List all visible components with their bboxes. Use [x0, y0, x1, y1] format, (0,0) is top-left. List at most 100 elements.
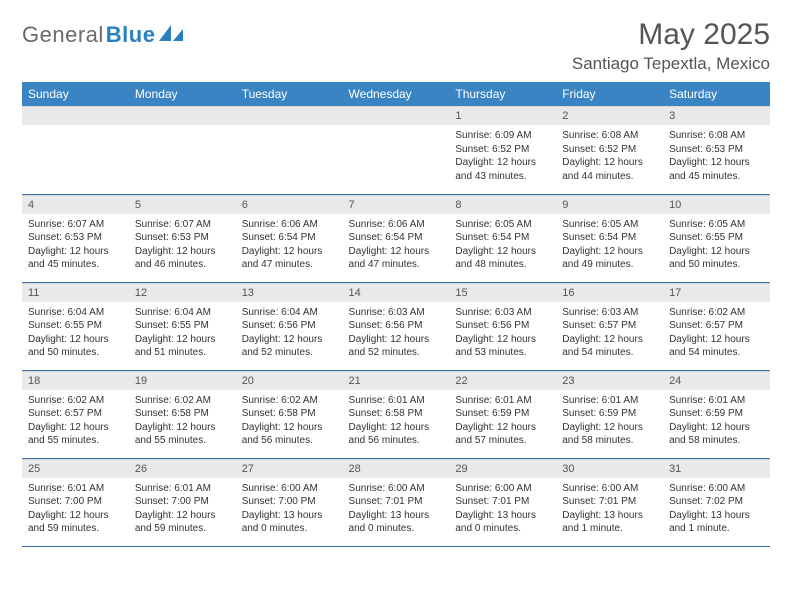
calendar-cell: 30Sunrise: 6:00 AMSunset: 7:01 PMDayligh… [556, 458, 663, 546]
day-content: Sunrise: 6:06 AMSunset: 6:54 PMDaylight:… [236, 214, 343, 278]
day-number: 2 [556, 106, 663, 125]
weekday-header: Sunday [22, 82, 129, 106]
calendar-cell: 22Sunrise: 6:01 AMSunset: 6:59 PMDayligh… [449, 370, 556, 458]
day-content [22, 125, 129, 135]
logo: GeneralBlue [22, 18, 185, 48]
day-content: Sunrise: 6:01 AMSunset: 6:59 PMDaylight:… [556, 390, 663, 454]
weekday-header: Monday [129, 82, 236, 106]
day-content: Sunrise: 6:01 AMSunset: 6:58 PMDaylight:… [343, 390, 450, 454]
day-content: Sunrise: 6:01 AMSunset: 6:59 PMDaylight:… [663, 390, 770, 454]
weekday-header: Wednesday [343, 82, 450, 106]
calendar-cell: 25Sunrise: 6:01 AMSunset: 7:00 PMDayligh… [22, 458, 129, 546]
calendar-cell: 13Sunrise: 6:04 AMSunset: 6:56 PMDayligh… [236, 282, 343, 370]
calendar-cell: 14Sunrise: 6:03 AMSunset: 6:56 PMDayligh… [343, 282, 450, 370]
day-content: Sunrise: 6:06 AMSunset: 6:54 PMDaylight:… [343, 214, 450, 278]
day-content: Sunrise: 6:00 AMSunset: 7:00 PMDaylight:… [236, 478, 343, 542]
calendar-cell: 20Sunrise: 6:02 AMSunset: 6:58 PMDayligh… [236, 370, 343, 458]
weekday-header: Thursday [449, 82, 556, 106]
weekday-header-row: SundayMondayTuesdayWednesdayThursdayFrid… [22, 82, 770, 106]
calendar-cell: 11Sunrise: 6:04 AMSunset: 6:55 PMDayligh… [22, 282, 129, 370]
day-content: Sunrise: 6:05 AMSunset: 6:54 PMDaylight:… [449, 214, 556, 278]
calendar-table: SundayMondayTuesdayWednesdayThursdayFrid… [22, 82, 770, 547]
calendar-week-row: 1Sunrise: 6:09 AMSunset: 6:52 PMDaylight… [22, 106, 770, 194]
calendar-cell: 8Sunrise: 6:05 AMSunset: 6:54 PMDaylight… [449, 194, 556, 282]
day-content: Sunrise: 6:04 AMSunset: 6:55 PMDaylight:… [129, 302, 236, 366]
calendar-cell: 23Sunrise: 6:01 AMSunset: 6:59 PMDayligh… [556, 370, 663, 458]
day-number: 7 [343, 195, 450, 214]
day-number: 22 [449, 371, 556, 390]
day-content: Sunrise: 6:01 AMSunset: 7:00 PMDaylight:… [129, 478, 236, 542]
day-content: Sunrise: 6:03 AMSunset: 6:56 PMDaylight:… [343, 302, 450, 366]
day-number: 3 [663, 106, 770, 125]
calendar-week-row: 11Sunrise: 6:04 AMSunset: 6:55 PMDayligh… [22, 282, 770, 370]
day-content: Sunrise: 6:02 AMSunset: 6:57 PMDaylight:… [663, 302, 770, 366]
day-number: 20 [236, 371, 343, 390]
day-content: Sunrise: 6:00 AMSunset: 7:02 PMDaylight:… [663, 478, 770, 542]
calendar-cell: 16Sunrise: 6:03 AMSunset: 6:57 PMDayligh… [556, 282, 663, 370]
day-number: 28 [343, 459, 450, 478]
calendar-cell: 9Sunrise: 6:05 AMSunset: 6:54 PMDaylight… [556, 194, 663, 282]
day-number: 25 [22, 459, 129, 478]
day-content: Sunrise: 6:07 AMSunset: 6:53 PMDaylight:… [22, 214, 129, 278]
calendar-cell: 29Sunrise: 6:00 AMSunset: 7:01 PMDayligh… [449, 458, 556, 546]
day-content: Sunrise: 6:00 AMSunset: 7:01 PMDaylight:… [449, 478, 556, 542]
day-content: Sunrise: 6:08 AMSunset: 6:53 PMDaylight:… [663, 125, 770, 189]
day-number: 15 [449, 283, 556, 302]
day-number: 11 [22, 283, 129, 302]
calendar-cell [22, 106, 129, 194]
header: GeneralBlue May 2025 Santiago Tepextla, … [22, 18, 770, 74]
weekday-header: Saturday [663, 82, 770, 106]
calendar-cell: 17Sunrise: 6:02 AMSunset: 6:57 PMDayligh… [663, 282, 770, 370]
day-number: 27 [236, 459, 343, 478]
calendar-cell [129, 106, 236, 194]
calendar-cell [343, 106, 450, 194]
calendar-cell: 18Sunrise: 6:02 AMSunset: 6:57 PMDayligh… [22, 370, 129, 458]
calendar-body: 1Sunrise: 6:09 AMSunset: 6:52 PMDaylight… [22, 106, 770, 546]
day-content: Sunrise: 6:02 AMSunset: 6:58 PMDaylight:… [236, 390, 343, 454]
calendar-cell: 27Sunrise: 6:00 AMSunset: 7:00 PMDayligh… [236, 458, 343, 546]
day-content: Sunrise: 6:01 AMSunset: 6:59 PMDaylight:… [449, 390, 556, 454]
day-number: 8 [449, 195, 556, 214]
day-content: Sunrise: 6:09 AMSunset: 6:52 PMDaylight:… [449, 125, 556, 189]
calendar-cell: 2Sunrise: 6:08 AMSunset: 6:52 PMDaylight… [556, 106, 663, 194]
day-number [236, 106, 343, 125]
calendar-week-row: 4Sunrise: 6:07 AMSunset: 6:53 PMDaylight… [22, 194, 770, 282]
day-number: 4 [22, 195, 129, 214]
logo-sail-icon [159, 23, 185, 48]
title-block: May 2025 Santiago Tepextla, Mexico [572, 18, 770, 74]
day-number: 9 [556, 195, 663, 214]
day-content: Sunrise: 6:02 AMSunset: 6:57 PMDaylight:… [22, 390, 129, 454]
day-content: Sunrise: 6:07 AMSunset: 6:53 PMDaylight:… [129, 214, 236, 278]
day-content: Sunrise: 6:03 AMSunset: 6:56 PMDaylight:… [449, 302, 556, 366]
day-content: Sunrise: 6:04 AMSunset: 6:56 PMDaylight:… [236, 302, 343, 366]
calendar-cell: 4Sunrise: 6:07 AMSunset: 6:53 PMDaylight… [22, 194, 129, 282]
day-number [22, 106, 129, 125]
calendar-cell: 19Sunrise: 6:02 AMSunset: 6:58 PMDayligh… [129, 370, 236, 458]
calendar-cell: 15Sunrise: 6:03 AMSunset: 6:56 PMDayligh… [449, 282, 556, 370]
day-number [343, 106, 450, 125]
calendar-week-row: 25Sunrise: 6:01 AMSunset: 7:00 PMDayligh… [22, 458, 770, 546]
day-content: Sunrise: 6:02 AMSunset: 6:58 PMDaylight:… [129, 390, 236, 454]
calendar-cell: 5Sunrise: 6:07 AMSunset: 6:53 PMDaylight… [129, 194, 236, 282]
day-content: Sunrise: 6:03 AMSunset: 6:57 PMDaylight:… [556, 302, 663, 366]
day-number [129, 106, 236, 125]
calendar-cell: 12Sunrise: 6:04 AMSunset: 6:55 PMDayligh… [129, 282, 236, 370]
calendar-cell: 31Sunrise: 6:00 AMSunset: 7:02 PMDayligh… [663, 458, 770, 546]
day-number: 17 [663, 283, 770, 302]
day-number: 16 [556, 283, 663, 302]
calendar-week-row: 18Sunrise: 6:02 AMSunset: 6:57 PMDayligh… [22, 370, 770, 458]
day-number: 19 [129, 371, 236, 390]
day-number: 24 [663, 371, 770, 390]
day-content: Sunrise: 6:04 AMSunset: 6:55 PMDaylight:… [22, 302, 129, 366]
day-number: 21 [343, 371, 450, 390]
day-content: Sunrise: 6:01 AMSunset: 7:00 PMDaylight:… [22, 478, 129, 542]
day-content: Sunrise: 6:00 AMSunset: 7:01 PMDaylight:… [343, 478, 450, 542]
day-number: 12 [129, 283, 236, 302]
day-number: 29 [449, 459, 556, 478]
calendar-cell: 3Sunrise: 6:08 AMSunset: 6:53 PMDaylight… [663, 106, 770, 194]
calendar-cell: 21Sunrise: 6:01 AMSunset: 6:58 PMDayligh… [343, 370, 450, 458]
logo-text-2: Blue [106, 22, 156, 48]
day-content: Sunrise: 6:05 AMSunset: 6:55 PMDaylight:… [663, 214, 770, 278]
day-content: Sunrise: 6:08 AMSunset: 6:52 PMDaylight:… [556, 125, 663, 189]
day-content: Sunrise: 6:00 AMSunset: 7:01 PMDaylight:… [556, 478, 663, 542]
